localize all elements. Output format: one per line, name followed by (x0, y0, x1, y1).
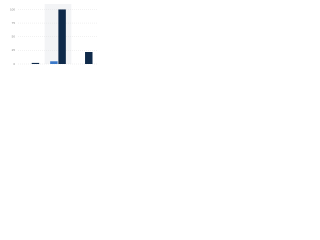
y-tick-label: 50 (12, 35, 16, 39)
chart: 0 25 50 75 100 (0, 0, 100, 71)
y-tick-label: 100 (10, 7, 15, 11)
y-tick-label: 25 (12, 48, 16, 52)
bar (85, 52, 93, 64)
bar (50, 61, 58, 64)
bar (58, 9, 66, 65)
bar (31, 62, 40, 64)
y-tick-label: 75 (12, 21, 16, 25)
y-tick-label: 0 (13, 62, 15, 66)
band-shade (44, 4, 72, 64)
